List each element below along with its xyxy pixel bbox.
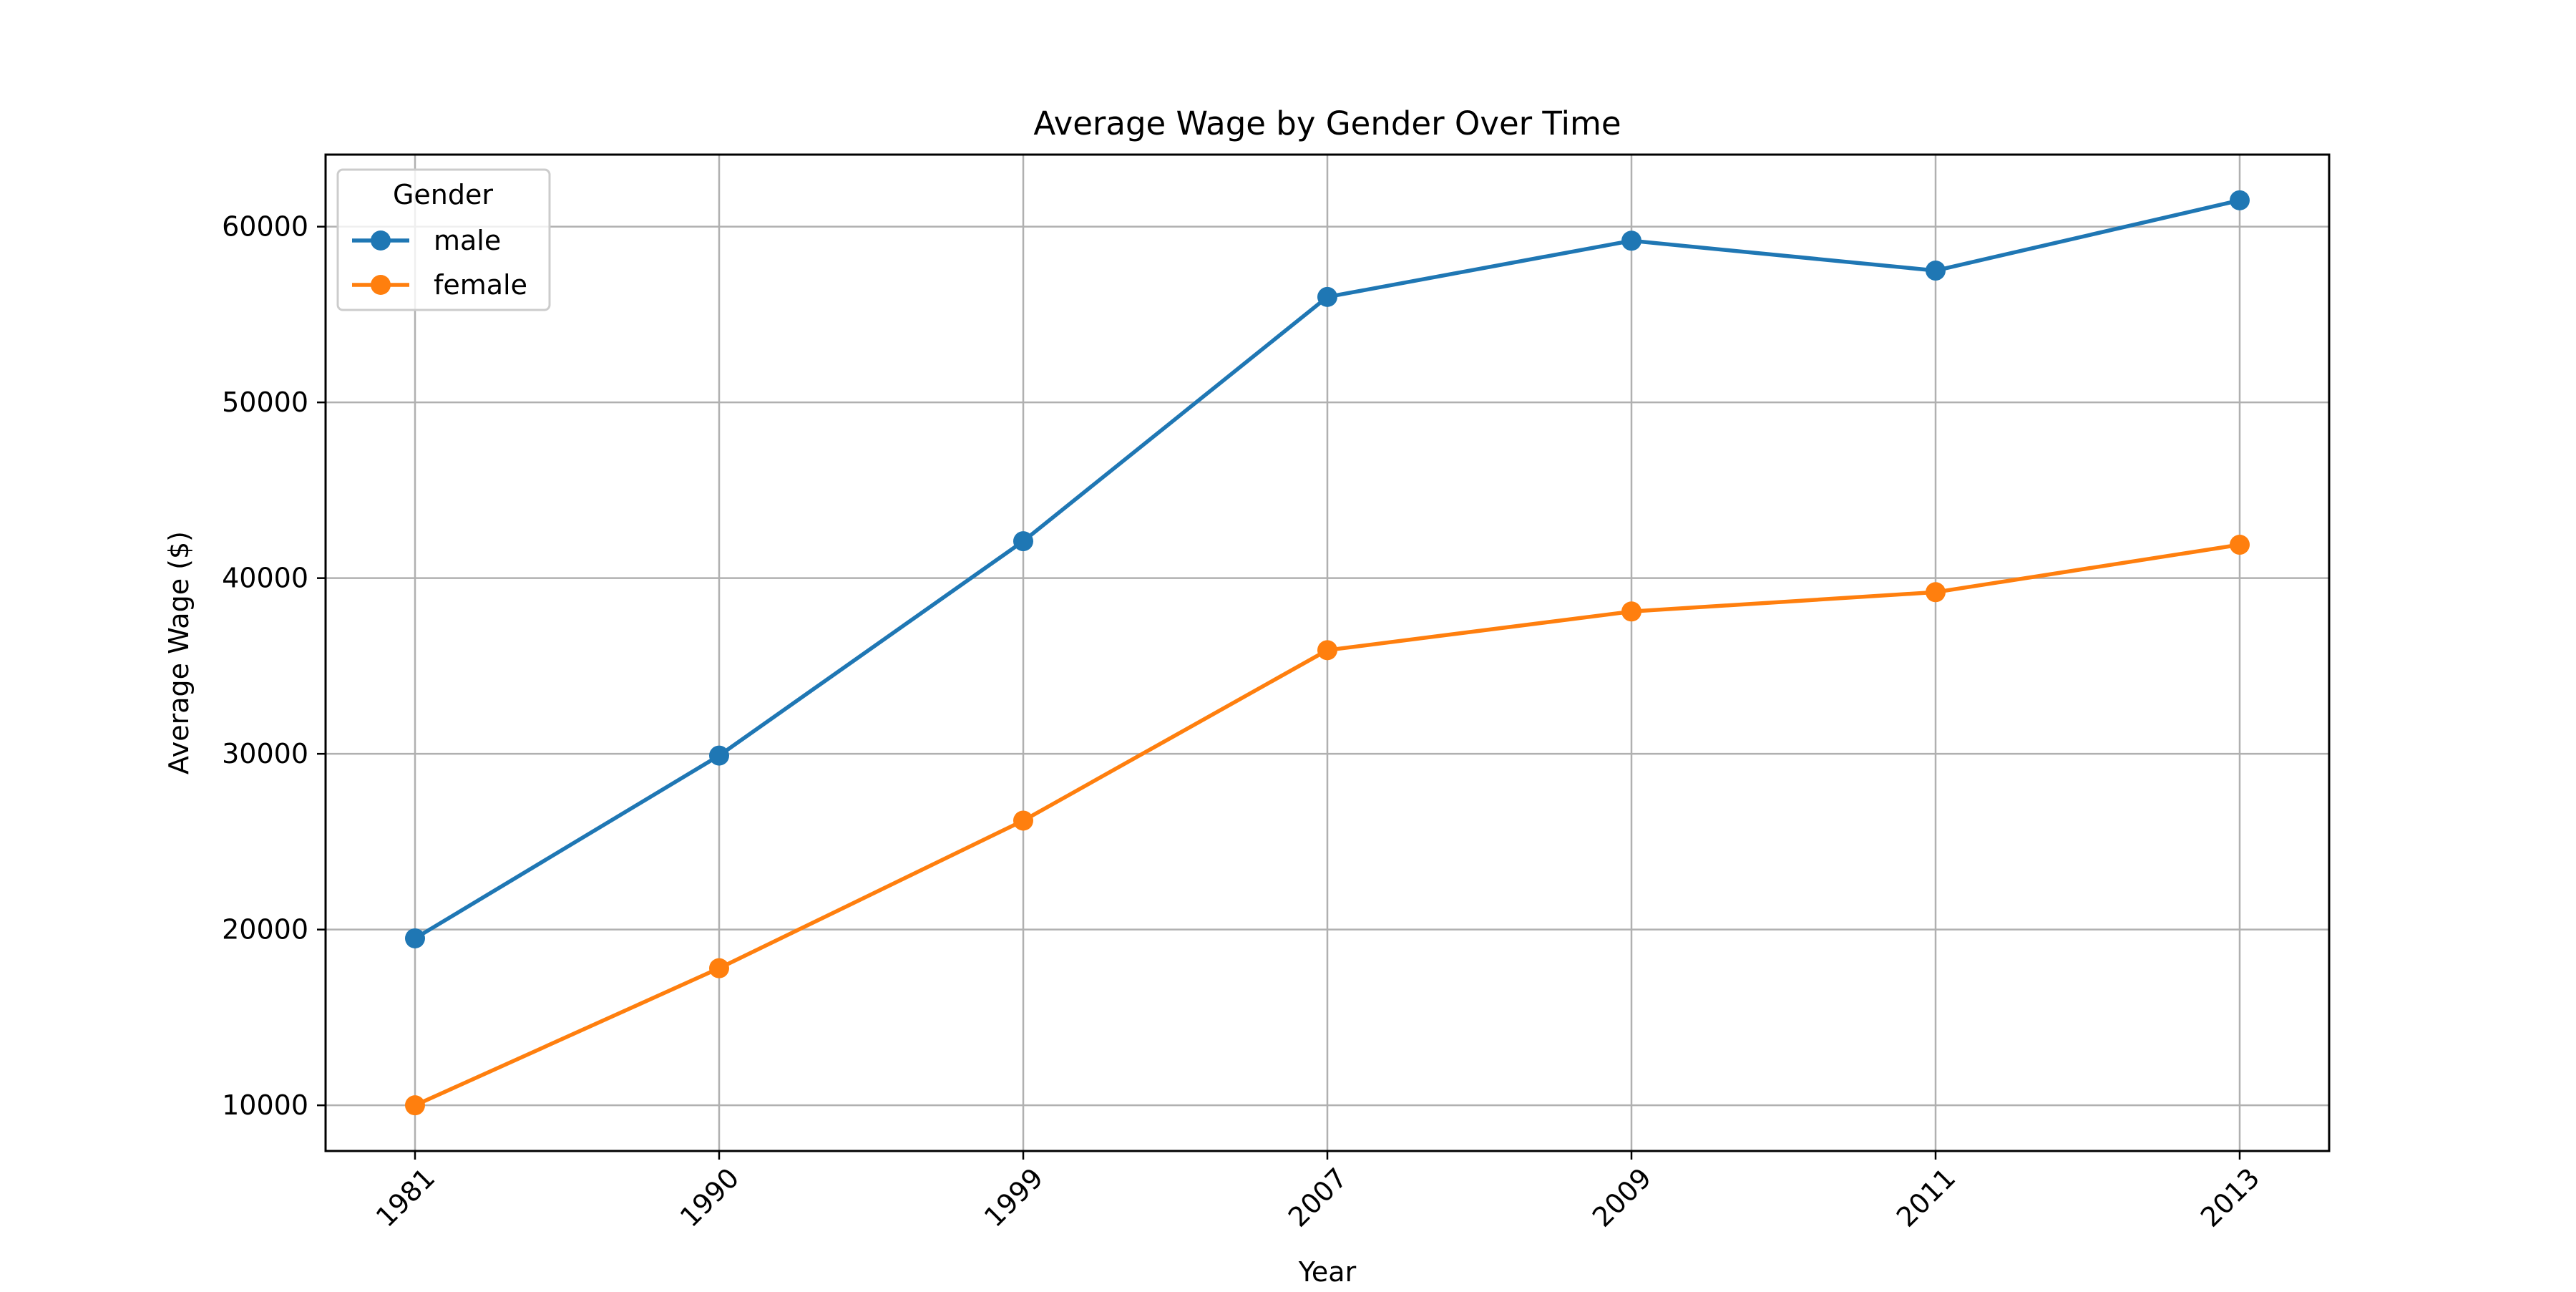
legend-entries: male female	[352, 225, 527, 301]
data-point-female	[709, 958, 729, 978]
data-point-female	[405, 1095, 425, 1116]
legend-marker	[371, 230, 391, 251]
y-tick-label: 30000	[222, 738, 308, 769]
data-point-female	[1317, 640, 1337, 661]
legend-label: male	[434, 225, 501, 256]
y-tick-label: 10000	[222, 1089, 308, 1121]
legend-title: Gender	[393, 179, 493, 210]
x-tick-label: 2013	[2195, 1162, 2266, 1233]
data-point-female	[1621, 601, 1641, 622]
data-point-female	[1926, 582, 1946, 603]
data-point-male	[709, 745, 729, 766]
x-axis-label: Year	[1298, 1256, 1357, 1288]
legend: Gender male female	[336, 168, 551, 311]
y-tick-label: 40000	[222, 563, 308, 594]
data-point-male	[2230, 190, 2250, 210]
legend-entry-male: male	[352, 225, 501, 256]
series-female	[405, 535, 2250, 1116]
x-tick-label: 2009	[1586, 1162, 1658, 1233]
data-point-male	[1621, 230, 1641, 251]
data-point-male	[1317, 286, 1337, 307]
x-tick-label: 1990	[674, 1162, 746, 1233]
x-tick-label: 2011	[1890, 1162, 1962, 1233]
legend-entry-female: female	[352, 269, 527, 301]
legend-label: female	[434, 269, 527, 301]
chart-title: Average Wage by Gender Over Time	[1033, 105, 1621, 142]
y-tick-label: 20000	[222, 914, 308, 946]
x-tick-label: 1999	[978, 1162, 1050, 1233]
x-tick-label: 2007	[1282, 1162, 1354, 1233]
data-point-male	[405, 928, 425, 948]
legend-box	[336, 168, 551, 311]
x-axis-ticks: 1981 1990 1999 2007 2009 2011 2013	[370, 1151, 2266, 1233]
series-layer	[405, 190, 2250, 1116]
data-point-male	[1926, 261, 1946, 281]
y-tick-label: 60000	[222, 211, 308, 243]
data-point-female	[1013, 810, 1033, 831]
data-point-male	[1013, 531, 1033, 552]
y-axis-ticks: 10000 20000 30000 40000 50000 60000	[222, 211, 326, 1121]
y-axis-label: Average Wage ($)	[163, 531, 195, 774]
data-point-female	[2230, 535, 2250, 555]
legend-marker	[371, 275, 391, 295]
x-tick-label: 1981	[370, 1162, 441, 1233]
grid	[326, 155, 2329, 1151]
y-tick-label: 50000	[222, 387, 308, 418]
series-male	[405, 190, 2250, 948]
